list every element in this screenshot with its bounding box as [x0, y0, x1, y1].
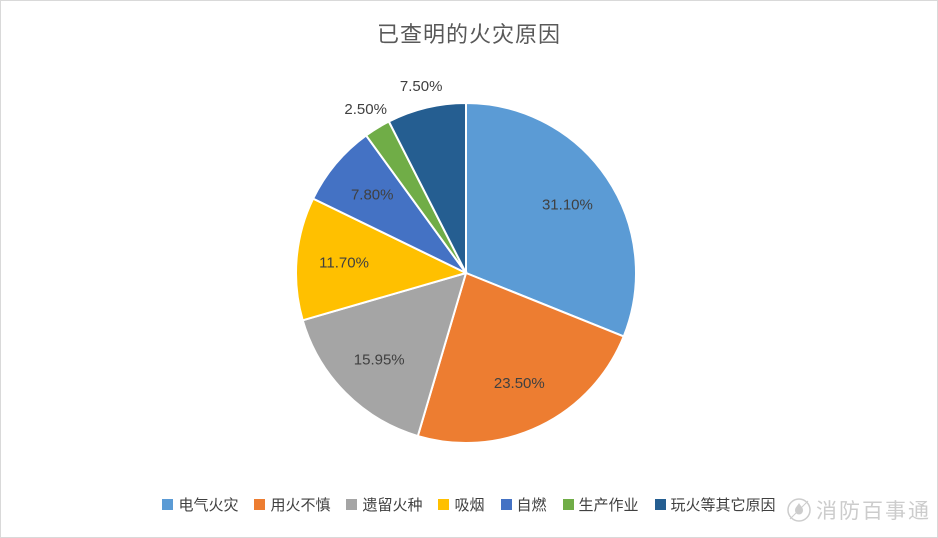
legend-item-6: 玩火等其它原因	[654, 494, 776, 515]
pie-slice-1	[416, 271, 626, 444]
legend-swatch	[438, 499, 450, 510]
pie-slice-3	[295, 197, 469, 322]
legend-item-3: 吸烟	[438, 494, 485, 515]
watermark-text: 消防百事通	[816, 500, 931, 523]
chart-title: 已查明的火灾原因	[376, 22, 561, 47]
pie-slice-6	[387, 101, 467, 274]
pie-slice-label-6: 7.50%	[400, 78, 443, 95]
legend-swatch	[162, 499, 174, 510]
pie-slice-0	[465, 101, 637, 338]
watermark: 消防百事通	[786, 495, 931, 525]
pie-slice-label-3: 11.70%	[319, 255, 369, 272]
legend-item-1: 用火不慎	[254, 494, 330, 515]
watermark-flame-icon	[787, 498, 811, 522]
legend-swatch	[500, 499, 512, 510]
legend-label: 自燃	[516, 497, 547, 514]
legend-label: 玩火等其它原因	[670, 497, 776, 514]
legend-label: 吸烟	[454, 497, 485, 514]
legend-item-5: 生产作业	[562, 494, 639, 515]
legend-label: 遗留火种	[362, 497, 423, 514]
legend-label: 电气火灾	[178, 497, 239, 514]
pie-slice-label-4: 7.80%	[351, 186, 394, 203]
pie-slice-label-0: 31.10%	[542, 196, 593, 213]
pie-slice-label-1: 23.50%	[494, 375, 545, 392]
legend-swatch	[346, 499, 358, 510]
legend-item-2: 遗留火种	[346, 494, 422, 515]
legend-swatch	[254, 499, 266, 510]
pie-slice-label-2: 15.95%	[354, 351, 405, 368]
legend-swatch	[562, 499, 574, 510]
legend-label: 用火不慎	[270, 497, 331, 514]
legend-item-4: 自燃	[500, 494, 547, 515]
legend-label: 生产作业	[578, 497, 639, 514]
pie-slice-2	[301, 271, 468, 438]
legend-item-0: 电气火灾	[162, 494, 238, 515]
pie-slice-label-5: 2.50%	[344, 101, 387, 118]
chart-legend: 电气火灾 用火不慎 遗留火种 吸烟 自燃 生产作业 玩火等其它原因	[1, 494, 937, 515]
legend-swatch	[654, 499, 666, 510]
